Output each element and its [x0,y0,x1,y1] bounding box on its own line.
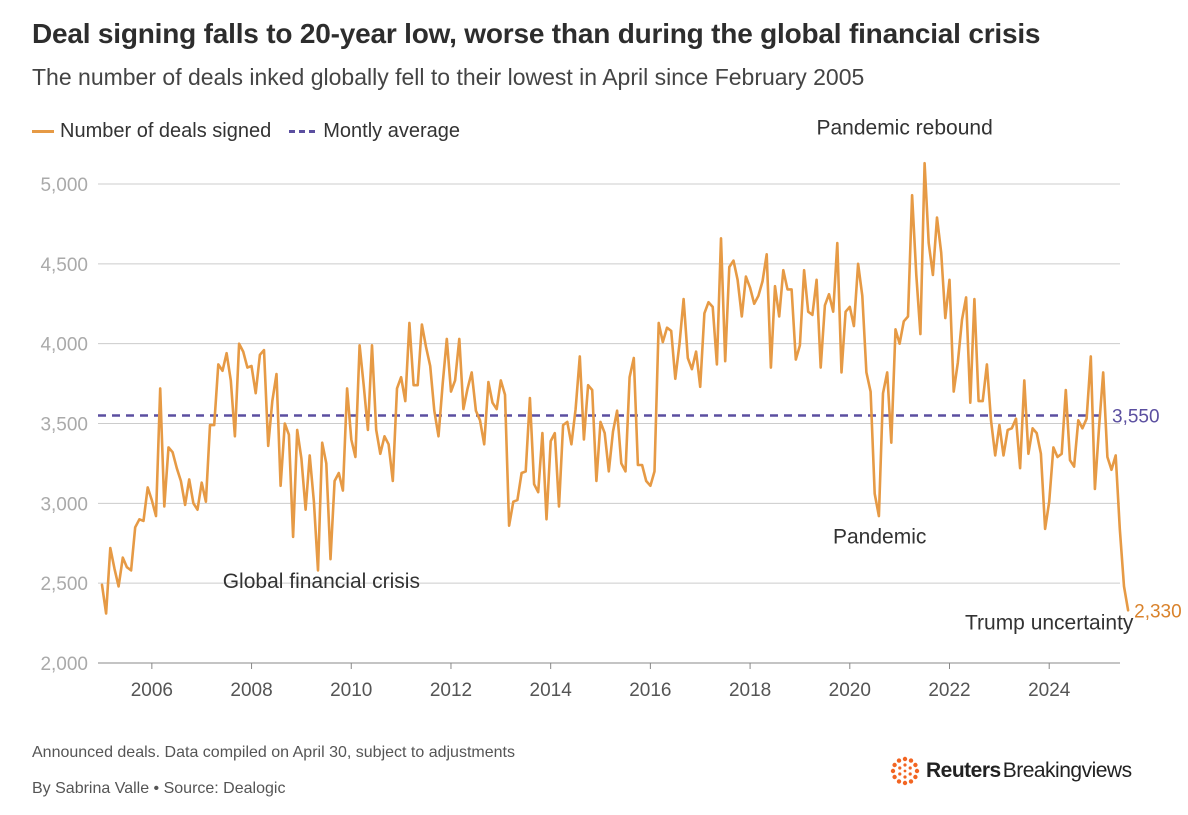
x-tick-label: 2010 [330,680,372,701]
series-group: 2,330 [100,161,1182,622]
footnote: Announced deals. Data compiled on April … [32,744,515,761]
x-tick-label: 2022 [928,680,970,701]
y-tick-label: 2,000 [40,654,88,675]
x-tick-label: 2008 [230,680,272,701]
annotation-label: Pandemic rebound [816,117,992,140]
x-tick-label: 2012 [430,680,472,701]
reuters-logo-icon [890,756,920,786]
average-value-label: 3,550 [1112,407,1160,428]
legend-label-deals: Number of deals signed [60,120,272,142]
brand-logo: Reuters Breakingviews [890,756,1132,786]
brand-name: Reuters [926,759,1001,782]
annotation-label: Global financial crisis [223,570,420,593]
annotations: Pandemic rebound Global financial crisis P… [223,117,1134,635]
average-line-group: 3,550 [98,407,1160,428]
chart-subtitle: The number of deals inked globally fell … [32,64,865,90]
y-tick-label: 5,000 [40,175,88,196]
x-tick-label: 2018 [729,680,771,701]
x-tick-label: 2020 [829,680,871,701]
last-value-label: 2,330 [1134,601,1182,622]
x-tick-label: 2006 [131,680,173,701]
legend-label-average: Montly average [323,120,460,142]
x-tick-label: 2014 [530,680,573,701]
y-axis-ticks: 2,000 2,500 3,000 3,500 4,000 4,500 5,000 [40,175,88,675]
x-tick-label: 2024 [1028,680,1071,701]
y-tick-label: 2,500 [40,574,88,595]
legend-dash-swatch [289,130,316,133]
legend-item-deals: Number of deals signed [32,120,271,143]
annotation-label: Pandemic [833,525,926,548]
legend-item-average: Montly average [289,120,460,143]
chart-title: Deal signing falls to 20-year low, worse… [32,18,1041,49]
x-axis-ticks: 2006 2008 2010 2012 2014 2016 2018 2020 2022 2024 [131,663,1071,701]
series-line-deals [100,161,1130,615]
legend: Number of deals signed Montly average [32,120,478,143]
x-tick-label: 2016 [629,680,671,701]
byline: By Sabrina Valle • Source: Dealogic [32,780,286,797]
y-tick-label: 3,500 [40,415,88,436]
y-tick-label: 4,000 [40,335,88,356]
y-tick-label: 4,500 [40,255,88,276]
legend-line-swatch [32,130,54,133]
brand-subname: Breakingviews [1002,759,1132,782]
annotation-label: Trump uncertainty [965,611,1134,634]
y-tick-label: 3,000 [40,494,88,515]
